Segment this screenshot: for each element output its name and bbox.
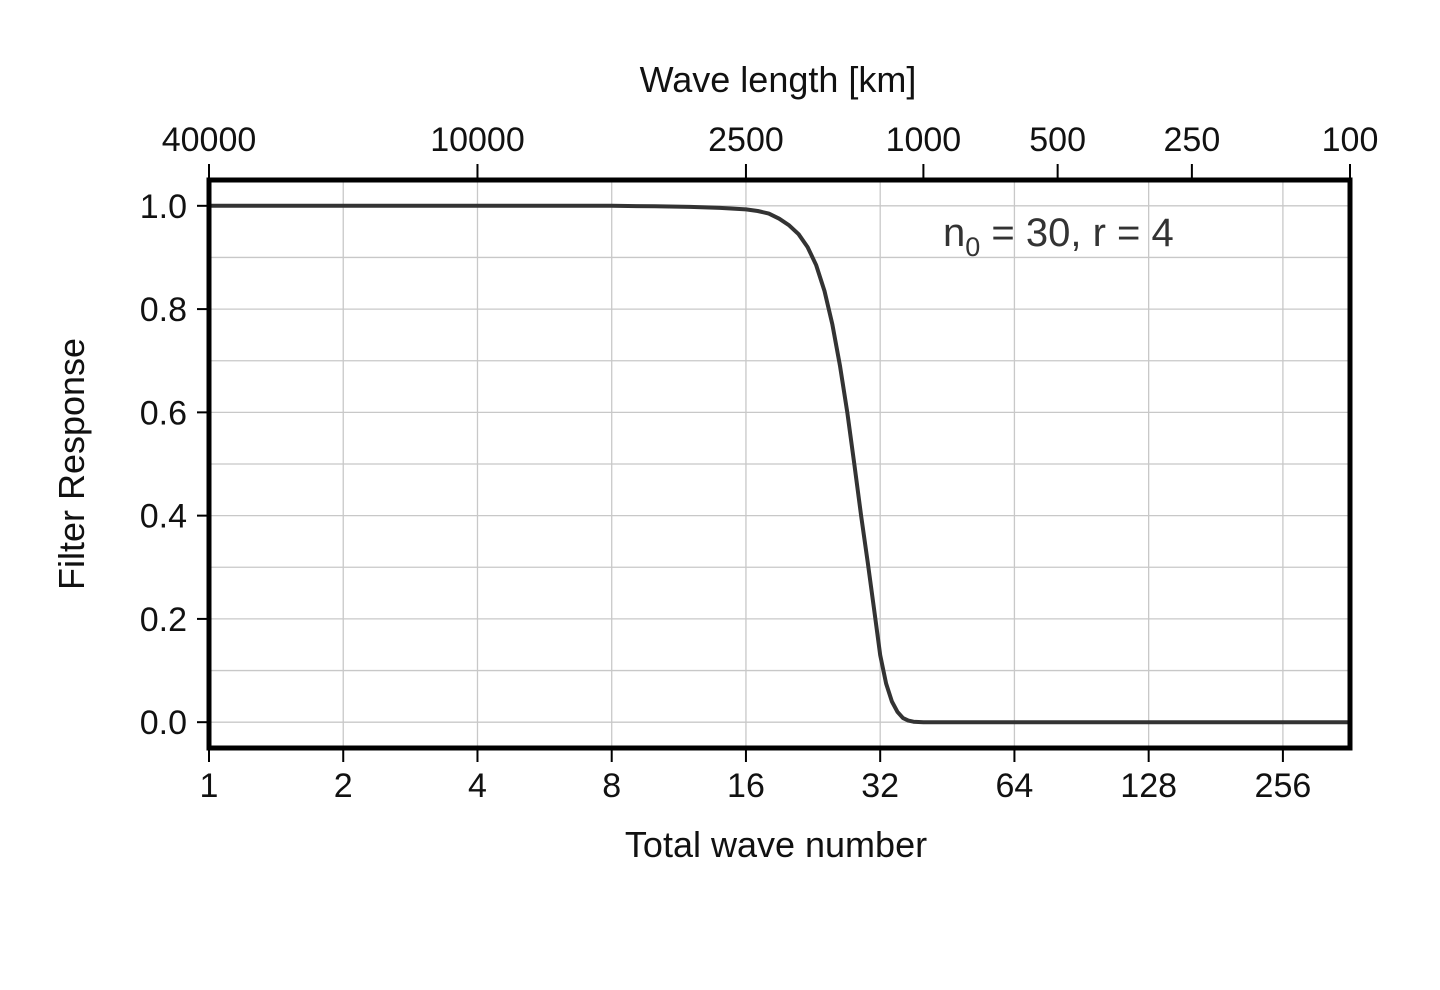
x-tick-label: 8 (602, 767, 621, 805)
secondary-x-tick-label: 100 (1322, 121, 1379, 159)
y-tick-label: 1.0 (140, 188, 187, 226)
annotation-text: = 30, r = 4 (980, 211, 1173, 255)
y-tick-label: 0.2 (140, 601, 187, 639)
annotation-subscript: 0 (965, 232, 980, 262)
x-axis-ticks: 1 2 4 8 16 32 64 128 256 (200, 748, 1312, 805)
secondary-x-axis-title: Wave length [km] (640, 59, 917, 100)
plot-frame (206, 177, 1353, 751)
parameter-annotation: n0 = 30, r = 4 (943, 211, 1174, 262)
y-axis-ticks: 0.0 0.2 0.4 0.6 0.8 1.0 (140, 188, 209, 742)
y-tick-label: 0.4 (140, 498, 187, 536)
x-tick-label: 64 (996, 767, 1034, 805)
annotation-prefix: n (943, 211, 965, 255)
x-tick-label: 4 (468, 767, 487, 805)
secondary-x-tick-label: 250 (1164, 121, 1221, 159)
x-tick-label: 2 (334, 767, 353, 805)
x-tick-label: 32 (861, 767, 899, 805)
y-tick-label: 0.8 (140, 291, 187, 329)
secondary-x-axis-ticks: 40000 10000 2500 1000 500 250 100 (162, 121, 1379, 180)
x-tick-label: 1 (200, 767, 219, 805)
secondary-x-tick-label: 40000 (162, 121, 257, 159)
secondary-x-tick-label: 1000 (886, 121, 962, 159)
grid (209, 180, 1350, 748)
secondary-x-tick-label: 2500 (708, 121, 784, 159)
secondary-x-tick-label: 500 (1029, 121, 1086, 159)
y-tick-label: 0.0 (140, 704, 187, 742)
x-tick-label: 16 (727, 767, 765, 805)
series-line-filter-response (209, 203, 1350, 725)
x-tick-label: 256 (1255, 767, 1312, 805)
y-axis-title: Filter Response (51, 338, 92, 590)
y-tick-label: 0.6 (140, 394, 187, 432)
secondary-x-tick-label: 10000 (430, 121, 525, 159)
x-tick-label: 128 (1120, 767, 1177, 805)
x-axis-title: Total wave number (625, 824, 927, 865)
